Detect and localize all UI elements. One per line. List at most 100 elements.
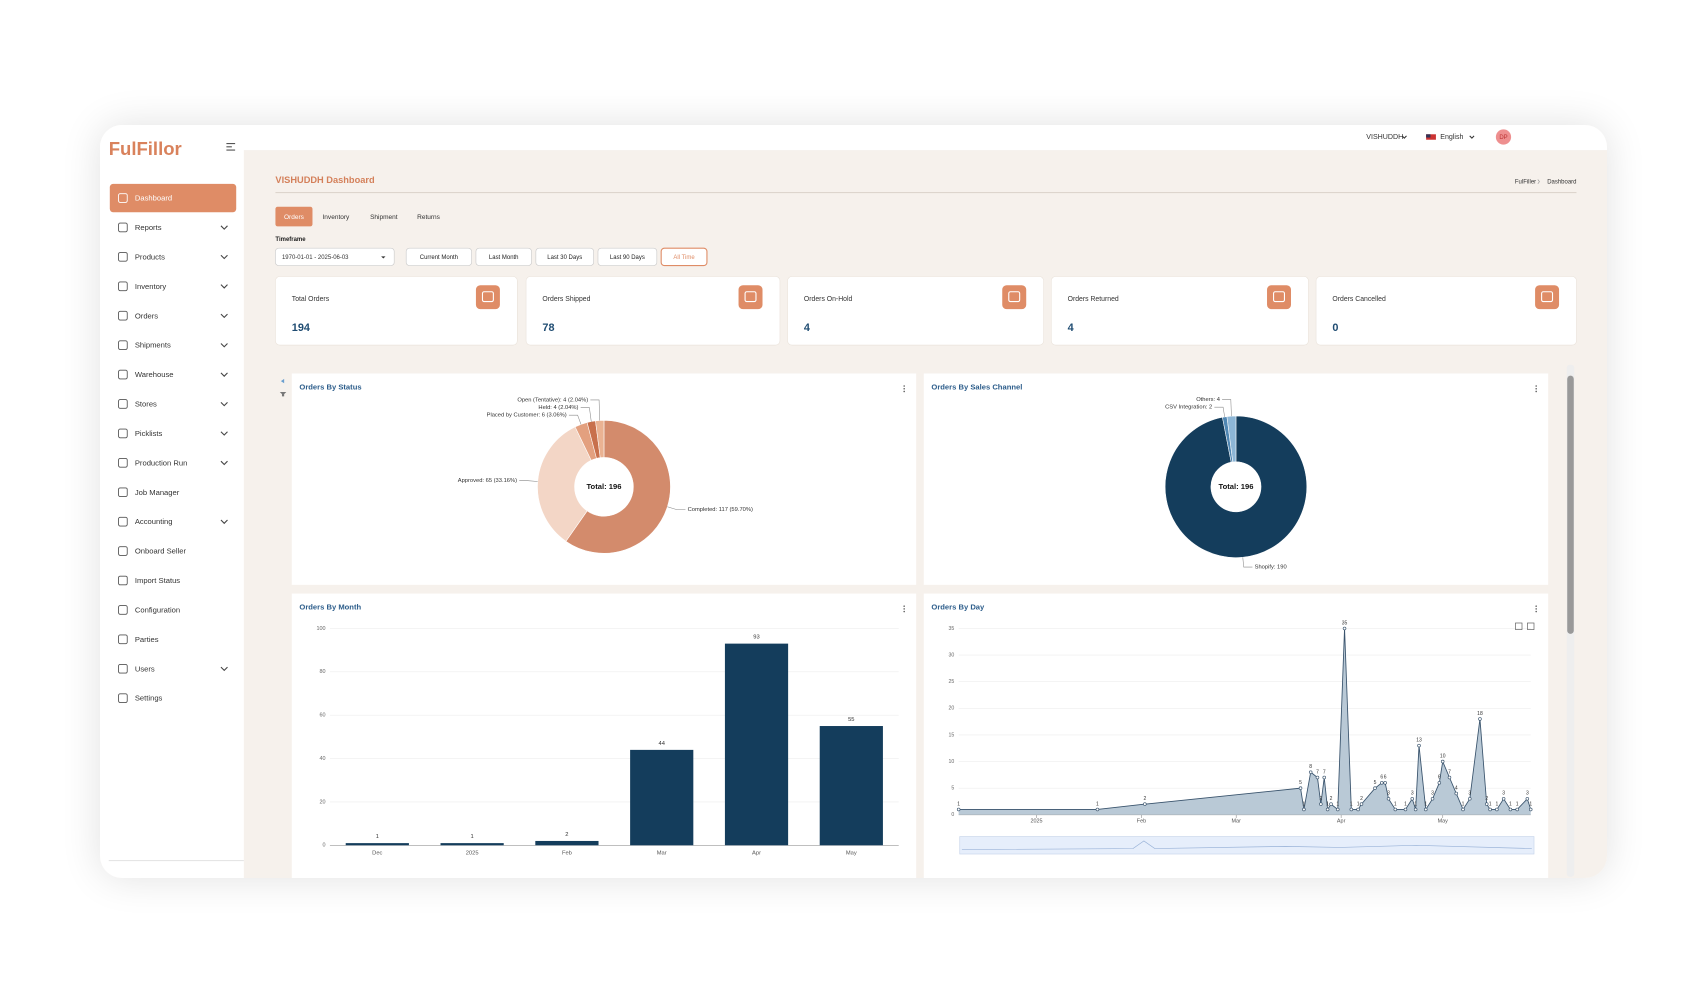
point-value-label: 10	[1440, 753, 1446, 759]
preset-button[interactable]	[475, 247, 532, 266]
nav-item[interactable]: Production Run	[135, 458, 187, 467]
menu-toggle[interactable]	[226, 143, 236, 151]
y-tick-label: 15	[948, 732, 954, 738]
preset-label[interactable]: Current Month	[420, 255, 458, 261]
panel-menu-dot[interactable]	[903, 385, 905, 387]
kpi-icon	[1267, 285, 1291, 310]
x-tick-label: Apr	[1337, 819, 1346, 825]
zoom-tool[interactable]	[1515, 622, 1523, 630]
scrollbar-thumb[interactable]	[1567, 375, 1574, 634]
avatar-initials: DP	[1499, 135, 1507, 141]
y-tick-label: 25	[948, 679, 954, 685]
nav-item[interactable]: Import Status	[135, 576, 180, 585]
bar-value-label: 55	[848, 717, 854, 723]
nav-item[interactable]: Dashboard	[135, 194, 172, 203]
preset-label[interactable]: Last Month	[489, 255, 519, 261]
breadcrumb: Dashboard	[1547, 179, 1576, 185]
account-switch[interactable]: VISHUDDH	[1366, 133, 1403, 141]
preset-button[interactable]	[535, 247, 594, 266]
panel-menu-dot[interactable]	[1535, 610, 1537, 613]
preset-button[interactable]	[405, 247, 472, 266]
nav-chevron	[220, 254, 228, 260]
tab[interactable]	[275, 206, 313, 227]
nav-item[interactable]: Onboard Seller	[135, 547, 187, 556]
panel-menu-dot[interactable]	[903, 390, 905, 393]
nav-item[interactable]: Users	[135, 664, 155, 673]
panel-menu-dot[interactable]	[903, 608, 905, 610]
data-point	[956, 807, 961, 812]
date-range[interactable]	[275, 247, 395, 266]
preset-label[interactable]: All Time	[673, 255, 695, 261]
panel-menu-dot[interactable]	[1535, 390, 1537, 393]
leader-line	[1242, 557, 1253, 568]
panel-menu-dot[interactable]	[903, 610, 905, 613]
nav-icon	[118, 340, 128, 350]
nav-item[interactable]: Parties	[135, 635, 159, 644]
point-value-label: 1	[1462, 801, 1465, 807]
nav-item[interactable]: Shipments	[135, 341, 171, 350]
nav-item[interactable]: Job Manager	[135, 488, 180, 497]
leader-line	[667, 506, 686, 510]
tab-label[interactable]: Returns	[417, 214, 441, 221]
bar-value-label: 2	[565, 832, 568, 838]
logo: FulFillor	[109, 138, 182, 159]
panel-menu-dot[interactable]	[903, 605, 905, 607]
tab[interactable]	[410, 206, 447, 227]
panel-toggle[interactable]	[280, 378, 285, 384]
tab-label[interactable]: Orders	[284, 214, 305, 221]
language-switch[interactable]: English	[1440, 133, 1463, 141]
preset-button[interactable]	[660, 247, 708, 267]
point-value-label: 18	[1477, 711, 1483, 717]
nav-item[interactable]: Accounting	[135, 517, 173, 526]
bar	[535, 840, 599, 846]
nav-icon	[118, 399, 128, 409]
nav-item[interactable]: Picklists	[135, 429, 163, 438]
panel-menu-dot[interactable]	[1535, 387, 1537, 390]
donut-center-label: Total: 196	[1218, 482, 1253, 491]
data-point	[1515, 807, 1519, 812]
nav-item[interactable]: Inventory	[135, 282, 166, 291]
flag-canton	[1426, 134, 1431, 138]
nav-item[interactable]: Settings	[135, 694, 163, 703]
breadcrumb[interactable]: FulFiller	[1515, 179, 1536, 185]
panel-menu-dot[interactable]	[903, 387, 905, 390]
panel-menu-dot[interactable]	[1535, 385, 1537, 387]
leader-line	[1222, 399, 1232, 417]
nav-item[interactable]: Orders	[135, 311, 158, 320]
kpi-icon-glyph	[1008, 291, 1021, 303]
preset-label[interactable]: Last 90 Days	[610, 255, 645, 261]
preset-button[interactable]	[597, 247, 658, 266]
y-tick-label: 40	[319, 756, 325, 762]
nav-item[interactable]: Stores	[135, 400, 157, 409]
panel-menu-dot[interactable]	[1535, 605, 1537, 607]
data-point	[1393, 807, 1398, 812]
leader-line	[590, 399, 600, 421]
kpi-icon	[1535, 285, 1560, 310]
panel-menu-dot[interactable]	[1535, 608, 1537, 610]
nav-item[interactable]: Reports	[135, 223, 162, 232]
nav-item[interactable]: Products	[135, 252, 165, 261]
nav-item[interactable]: Configuration	[135, 605, 180, 614]
data-point	[1437, 781, 1442, 785]
kpi-card	[275, 276, 518, 346]
slice-label: Approved: 65 (33.16%)	[458, 478, 517, 484]
chart-title: Orders By Day	[931, 603, 985, 612]
tab-label[interactable]: Inventory	[323, 214, 351, 221]
y-tick-label: 20	[319, 799, 325, 805]
x-tick-label: 2025	[466, 850, 479, 856]
avatar[interactable]	[1495, 129, 1512, 145]
preset-label[interactable]: Last 30 Days	[547, 255, 582, 261]
zoom-slider[interactable]	[959, 836, 1535, 855]
tab[interactable]	[315, 206, 357, 227]
tab-label[interactable]: Shipment	[370, 214, 398, 221]
slice-label: Placed by Customer: 6 (3.06%)	[487, 413, 567, 419]
x-tick-label: Feb	[562, 850, 572, 856]
point-value-label: 1	[1350, 801, 1353, 807]
tab[interactable]	[362, 206, 406, 227]
bar-value-label: 1	[471, 834, 474, 840]
y-tick-label: 60	[319, 713, 325, 719]
zoom-reset[interactable]	[1527, 622, 1535, 630]
nav-item[interactable]: Warehouse	[135, 370, 174, 379]
filter-icon[interactable]	[279, 391, 287, 397]
point-value-label: 3	[1411, 791, 1414, 797]
